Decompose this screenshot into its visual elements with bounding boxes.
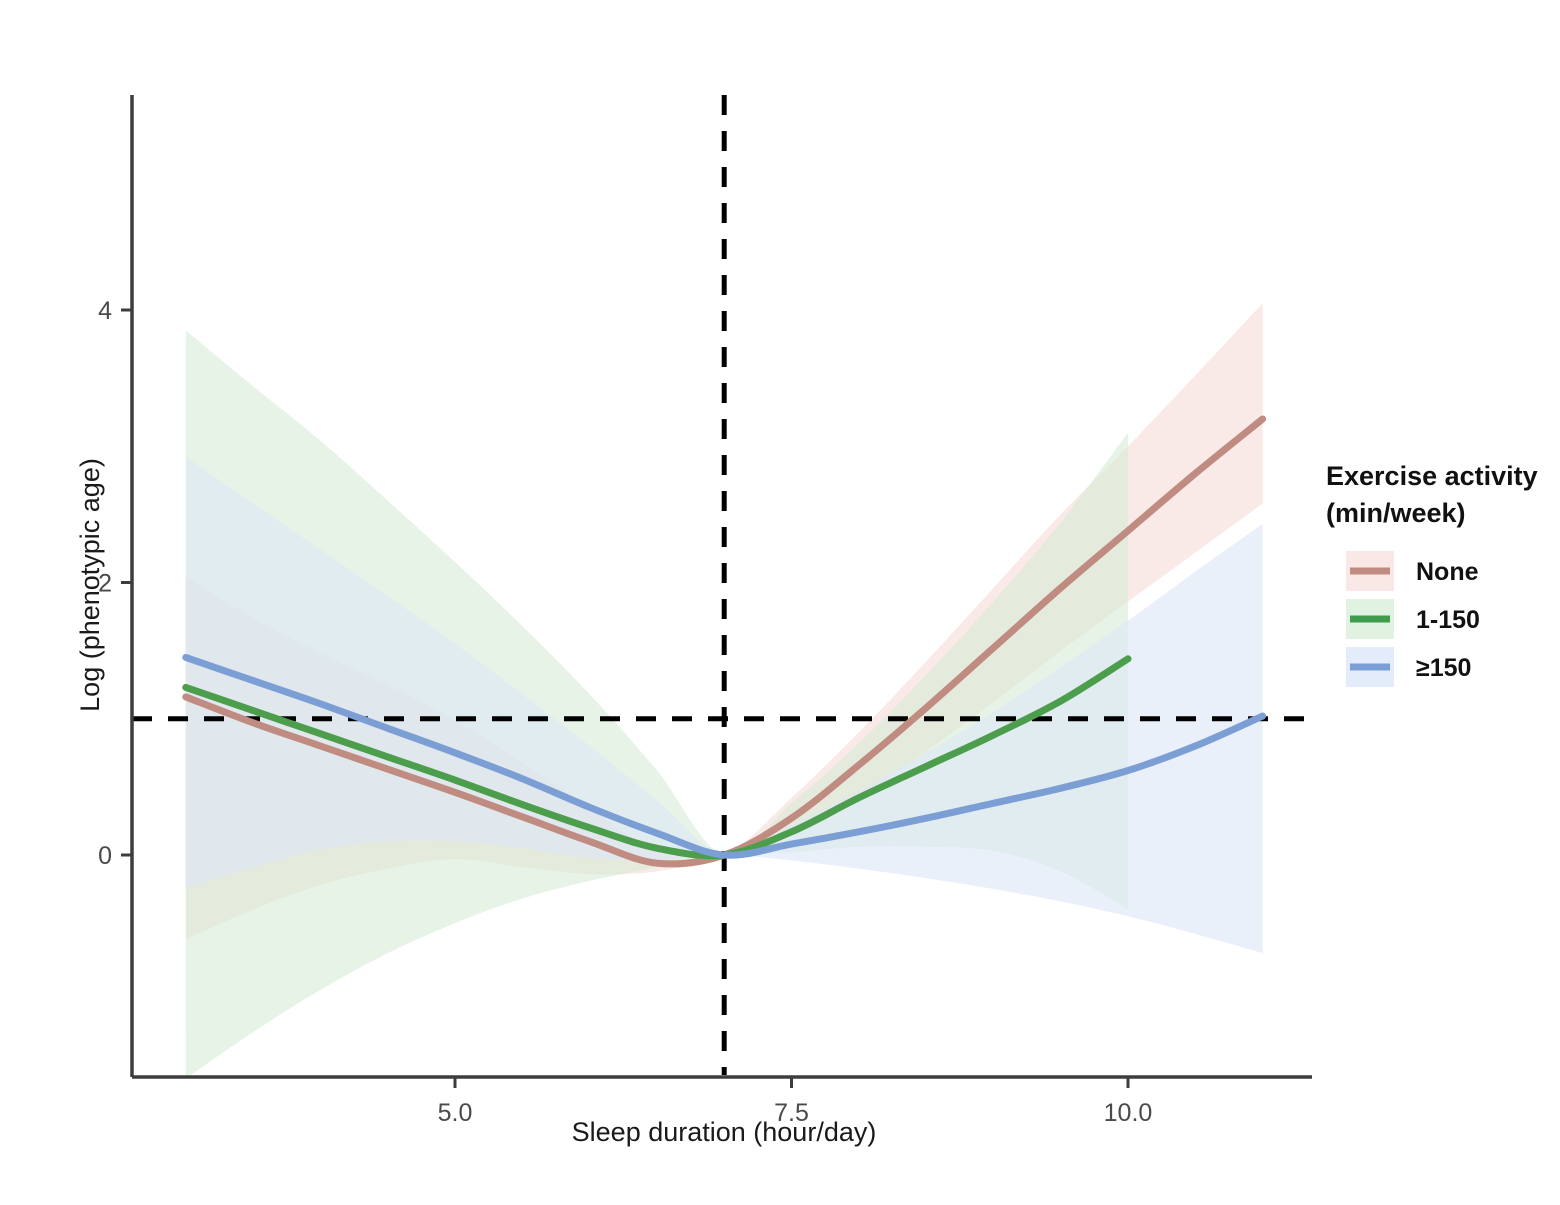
legend-label: None bbox=[1416, 558, 1479, 586]
y-tick-label: 0 bbox=[98, 842, 112, 870]
series-curves bbox=[182, 415, 1267, 868]
legend-item-2[interactable]: 1-150 bbox=[1346, 599, 1480, 639]
legend-item-3[interactable]: ≥150 bbox=[1346, 647, 1471, 687]
x-tick-label: 5.0 bbox=[438, 1099, 473, 1127]
legend-item-1[interactable]: None bbox=[1346, 551, 1479, 591]
confidence-band-2 bbox=[185, 330, 1129, 1079]
legend-items: None 1-150 ≥150 bbox=[1346, 551, 1480, 687]
series-line-2 bbox=[182, 655, 1132, 860]
y-axis-title: Log (phenotypic age) bbox=[75, 458, 105, 712]
axes: 5.0 7.5 10.0 0 2 4 bbox=[98, 95, 1312, 1127]
series-line-1 bbox=[182, 415, 1267, 868]
x-axis-title: Sleep duration (hour/day) bbox=[572, 1117, 877, 1147]
legend-label: ≥150 bbox=[1416, 654, 1471, 682]
series-line-3 bbox=[182, 653, 1267, 859]
x-tick-label: 7.5 bbox=[774, 1099, 809, 1127]
y-tick-label: 4 bbox=[98, 297, 112, 325]
x-axis-ticks: 5.0 7.5 10.0 bbox=[438, 1077, 1153, 1127]
y-tick-label: 2 bbox=[98, 570, 112, 598]
legend-title-line2: (min/week) bbox=[1326, 498, 1466, 528]
legend-title-line1: Exercise activity bbox=[1326, 461, 1538, 491]
confidence-band-3 bbox=[185, 457, 1263, 954]
legend-label: 1-150 bbox=[1416, 606, 1480, 634]
legend: Exercise activity (min/week) None 1-150 ≥1… bbox=[1326, 461, 1538, 687]
y-axis-ticks: 0 2 4 bbox=[98, 297, 132, 870]
x-tick-label: 10.0 bbox=[1104, 1099, 1153, 1127]
